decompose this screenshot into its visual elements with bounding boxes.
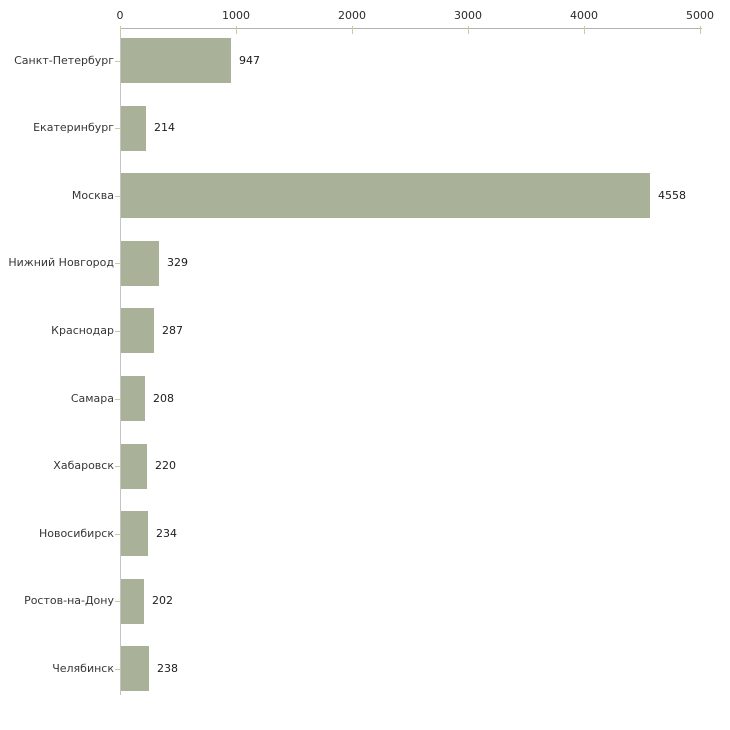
category-label: Ростов-на-Дону	[24, 594, 114, 607]
x-axis-tick-mark	[468, 26, 469, 34]
x-axis-tick-mark	[236, 26, 237, 34]
y-axis-tick-mark	[115, 61, 120, 62]
value-label: 220	[155, 459, 176, 472]
value-label: 947	[239, 54, 260, 67]
category-label: Самара	[70, 392, 114, 405]
bar	[121, 308, 154, 353]
value-label: 202	[152, 594, 173, 607]
y-axis-line	[120, 28, 121, 695]
bar	[121, 173, 650, 218]
y-axis-tick-mark	[115, 534, 120, 535]
y-axis-tick-mark	[115, 669, 120, 670]
bar	[121, 646, 149, 691]
category-label: Нижний Новгород	[8, 256, 114, 269]
category-label: Москва	[71, 189, 114, 202]
y-axis-tick-mark	[115, 128, 120, 129]
x-axis-tick-label: 5000	[686, 9, 714, 22]
value-label: 208	[153, 392, 174, 405]
y-axis-tick-mark	[115, 263, 120, 264]
value-label: 329	[167, 256, 188, 269]
bar	[121, 241, 159, 286]
x-axis-tick-mark	[584, 26, 585, 34]
category-label: Новосибирск	[38, 527, 114, 540]
y-axis-tick-mark	[115, 331, 120, 332]
category-label: Екатеринбург	[33, 121, 114, 134]
value-label: 4558	[658, 189, 686, 202]
bar	[121, 511, 148, 556]
y-axis-tick-mark	[115, 399, 120, 400]
y-axis-tick-mark	[115, 196, 120, 197]
bar	[121, 38, 231, 83]
category-label: Хабаровск	[53, 459, 114, 472]
x-axis-tick-mark	[700, 26, 701, 34]
category-label: Санкт-Петербург	[14, 54, 114, 67]
value-label: 214	[154, 121, 175, 134]
bar	[121, 376, 145, 421]
x-axis-tick-mark	[352, 26, 353, 34]
x-axis-tick-mark	[120, 26, 121, 34]
value-label: 287	[162, 324, 183, 337]
x-axis-tick-label: 3000	[454, 9, 482, 22]
x-axis-line	[120, 28, 702, 29]
y-axis-tick-mark	[115, 466, 120, 467]
x-axis-tick-label: 1000	[222, 9, 250, 22]
category-label: Краснодар	[51, 324, 114, 337]
x-axis-tick-label: 4000	[570, 9, 598, 22]
bar	[121, 444, 147, 489]
value-label: 234	[156, 527, 177, 540]
bar	[121, 579, 144, 624]
bar	[121, 106, 146, 151]
value-label: 238	[157, 662, 178, 675]
x-axis-tick-label: 2000	[338, 9, 366, 22]
x-axis-tick-label: 0	[116, 9, 124, 22]
y-axis-tick-mark	[115, 601, 120, 602]
category-label: Челябинск	[52, 662, 114, 675]
